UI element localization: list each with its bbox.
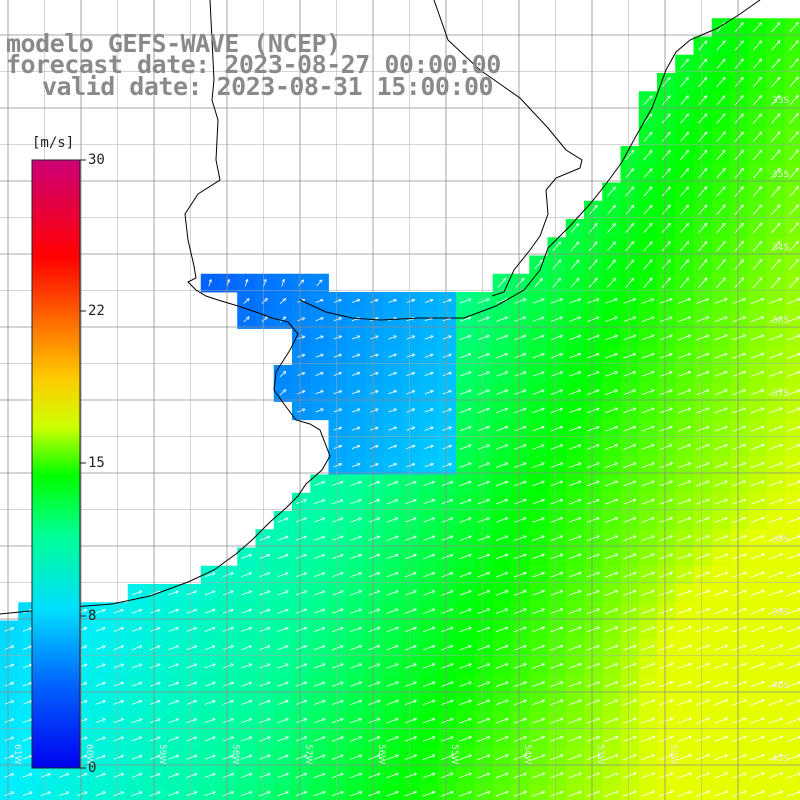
lon-label: 60W bbox=[84, 744, 94, 765]
wind-cell bbox=[146, 784, 165, 800]
wind-cell bbox=[438, 784, 457, 800]
wind-cell bbox=[638, 784, 658, 800]
wind-cell bbox=[620, 784, 640, 800]
wind-cell bbox=[255, 784, 275, 800]
wind-cell bbox=[292, 784, 311, 800]
wind-cell bbox=[784, 73, 800, 92]
wind-cell bbox=[565, 784, 585, 800]
lon-label: 61W bbox=[12, 744, 22, 765]
wind-cell bbox=[784, 255, 800, 275]
wind-cell bbox=[784, 200, 800, 220]
lat-label: 34S bbox=[772, 243, 790, 253]
wind-cell bbox=[383, 784, 402, 800]
wind-cell bbox=[419, 784, 439, 800]
colorbar-unit: [m/s] bbox=[32, 135, 75, 151]
wind-cell bbox=[784, 36, 800, 56]
wind-cell bbox=[200, 784, 220, 800]
wind-cell bbox=[346, 784, 366, 800]
lat-label: 41S bbox=[772, 754, 790, 764]
wind-cell bbox=[91, 784, 110, 800]
lat-label: 36S bbox=[772, 316, 790, 326]
colorbar bbox=[31, 159, 86, 769]
wind-cell bbox=[657, 784, 676, 800]
lat-label: 38S bbox=[772, 535, 790, 545]
wind-cell bbox=[784, 219, 800, 238]
lat-label: 39S bbox=[772, 608, 790, 618]
lon-label: 52W bbox=[668, 744, 678, 765]
wind-cell bbox=[675, 784, 694, 800]
wind-cell bbox=[237, 784, 256, 800]
wind-speed-cells bbox=[0, 18, 800, 800]
wind-cell bbox=[456, 784, 475, 800]
wind-cell bbox=[784, 18, 800, 37]
wind-cell bbox=[0, 784, 19, 800]
lon-label: 53W bbox=[595, 744, 605, 765]
wind-cell bbox=[328, 784, 348, 800]
lon-label: 54W bbox=[522, 744, 532, 765]
wind-cell bbox=[730, 784, 749, 800]
lon-label: 57W bbox=[303, 744, 313, 765]
wind-cell bbox=[784, 54, 800, 74]
colorbar-gradient bbox=[31, 159, 81, 769]
wind-cell bbox=[127, 784, 147, 800]
wind-cell bbox=[73, 784, 92, 800]
lat-label: 37S bbox=[772, 389, 790, 399]
wind-cell bbox=[511, 784, 530, 800]
lat-label: 40S bbox=[772, 681, 790, 691]
lon-label: 55W bbox=[449, 744, 459, 765]
wind-cell bbox=[748, 784, 767, 800]
wind-cell bbox=[711, 784, 731, 800]
colorbar-tick-8: 8 bbox=[88, 608, 97, 624]
colorbar-tick-15: 15 bbox=[88, 455, 105, 471]
wind-cell bbox=[164, 784, 183, 800]
wind-cell bbox=[182, 784, 202, 800]
wind-cell bbox=[219, 784, 238, 800]
wind-cell bbox=[784, 127, 800, 147]
wind-cell bbox=[310, 784, 329, 800]
wind-cell bbox=[784, 182, 800, 202]
lon-label: 59W bbox=[157, 744, 167, 765]
lon-label: 58W bbox=[230, 744, 240, 765]
wind-cell bbox=[365, 784, 384, 800]
colorbar-tick-22: 22 bbox=[88, 303, 105, 319]
lat-label: 35S bbox=[772, 170, 790, 180]
wind-cell bbox=[401, 784, 421, 800]
wind-cell bbox=[784, 273, 800, 293]
wind-cell bbox=[54, 784, 74, 800]
wind-cell bbox=[492, 784, 512, 800]
lon-label: 56W bbox=[376, 744, 386, 765]
lat-label: 33S bbox=[772, 96, 790, 106]
wind-cell bbox=[784, 146, 800, 165]
valid-date: valid date: 2023-08-31 15:00:00 bbox=[42, 72, 494, 101]
wind-cell bbox=[529, 784, 548, 800]
wind-cell bbox=[109, 784, 129, 800]
wind-cell bbox=[784, 109, 800, 129]
wind-cell bbox=[18, 784, 37, 800]
colorbar-tick-30: 30 bbox=[88, 152, 105, 168]
wind-cell bbox=[584, 784, 603, 800]
wind-cell bbox=[474, 784, 494, 800]
wind-cell bbox=[273, 784, 293, 800]
wind-cell bbox=[766, 784, 786, 800]
wind-cell bbox=[602, 784, 621, 800]
wind-cell bbox=[547, 784, 567, 800]
wind-cell bbox=[693, 784, 713, 800]
wind-cell bbox=[36, 784, 56, 800]
